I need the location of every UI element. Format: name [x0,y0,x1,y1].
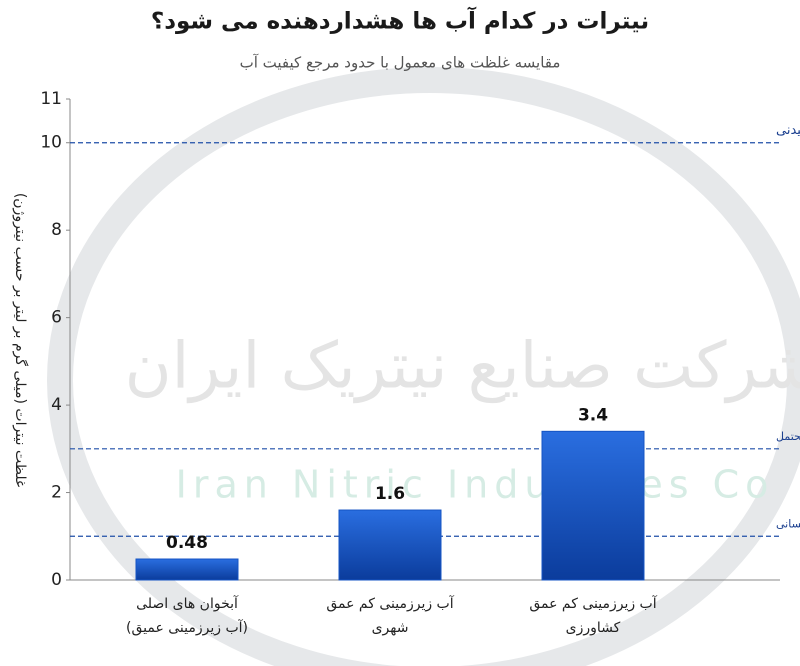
chart-subtitle: مقایسه غلظت های معمول با حدود مرجع کیفیت… [240,54,561,72]
y-tick-label: 10 [40,133,62,153]
x-tick-label: کشاورزی [566,620,621,636]
y-tick-label: 4 [51,395,62,415]
x-tick-label: (آب زیرزمینی عمیق) [126,619,248,636]
x-tick-label: آب زیرزمینی کم عمق [529,595,657,612]
y-axis-title: غلظت نیترات (میلی گرم بر لیتر بر حسب نیت… [12,193,29,487]
watermark-ring [47,67,800,666]
x-tick-label: آب زیرزمینی کم عمق [326,595,454,612]
value-label: 3.4 [578,405,608,425]
value-label: 0.48 [166,533,208,553]
watermark-text: شرکت صنایع نیتریک ایران [125,330,800,404]
y-tick-label: 11 [40,89,62,109]
y-tick-label: 2 [51,483,62,503]
bar [135,558,239,581]
y-tick-label: 0 [51,570,62,590]
x-tick-label: آبخوان های اصلی [136,595,239,612]
x-tick-label: شهری [372,620,409,636]
bar [338,509,442,581]
reference-label: 1.0 نشانه تاثیر فعالیت انسانی [776,517,800,530]
chart-title: نیترات در کدام آب ها هشداردهنده می شود؟ [151,6,649,35]
watermark-text: Iran Nitric Industries Co [176,463,775,507]
reference-label: حد مجاز EPA برای نیترات در آب آشامیدنی [776,121,800,138]
y-tick-label: 6 [51,308,62,328]
reference-label: 3.0 نشانه آلودگی محتمل [776,429,800,443]
bar [541,430,645,581]
value-label: 1.6 [375,484,405,504]
y-tick-label: 8 [51,220,62,240]
